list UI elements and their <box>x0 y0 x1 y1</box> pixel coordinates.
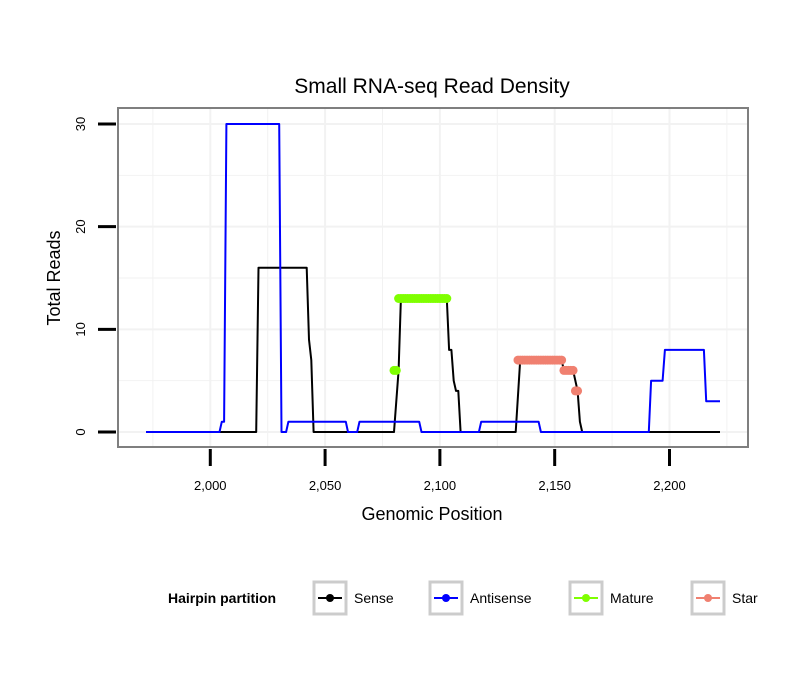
x-tick-label-2200: 2,200 <box>653 478 686 493</box>
x-axis: 2,000 2,050 2,100 2,150 2,200 <box>194 449 686 493</box>
legend-label-antisense: Antisense <box>470 590 532 606</box>
legend: Hairpin partition Sense Antisense Mature St… <box>168 580 758 616</box>
data-point-mature <box>442 294 452 303</box>
x-tick-label-2150: 2,150 <box>538 478 571 493</box>
x-tick-label-2100: 2,100 <box>424 478 457 493</box>
legend-label-sense: Sense <box>354 590 394 606</box>
series-line-antisense <box>146 123 720 433</box>
data-point-star <box>573 386 583 396</box>
legend-key-dot <box>326 594 334 602</box>
x-tick-label-2050: 2,050 <box>309 478 342 493</box>
legend-label-star: Star <box>732 590 758 606</box>
y-tick-label-20: 20 <box>73 219 88 233</box>
data-point-star <box>568 365 578 375</box>
data-point-star <box>557 355 567 365</box>
series-points-mature <box>389 294 452 375</box>
x-tick-label-2000: 2,000 <box>194 478 227 493</box>
series-layer <box>146 123 720 433</box>
legend-item-sense: Sense <box>312 580 394 616</box>
y-tick-label-30: 30 <box>73 117 88 131</box>
y-tick-label-0: 0 <box>73 428 88 435</box>
y-tick-label-10: 10 <box>73 322 88 336</box>
x-axis-label: Genomic Position <box>361 504 502 524</box>
legend-key-dot <box>704 594 712 602</box>
legend-items: Sense Antisense Mature Star <box>312 580 758 616</box>
legend-key-dot <box>442 594 450 602</box>
legend-item-antisense: Antisense <box>428 580 532 616</box>
series-points-star <box>513 355 583 396</box>
y-axis: 0 10 20 30 <box>73 117 116 436</box>
legend-key-dot <box>582 594 590 602</box>
chart-title: Small RNA-seq Read Density <box>294 75 570 98</box>
data-point-mature <box>391 365 401 375</box>
legend-label-mature: Mature <box>610 590 654 606</box>
legend-item-mature: Mature <box>568 580 654 616</box>
y-axis-label: Total Reads <box>44 230 64 325</box>
legend-title: Hairpin partition <box>168 590 276 606</box>
legend-item-star: Star <box>690 580 758 616</box>
plot-border <box>117 107 749 448</box>
